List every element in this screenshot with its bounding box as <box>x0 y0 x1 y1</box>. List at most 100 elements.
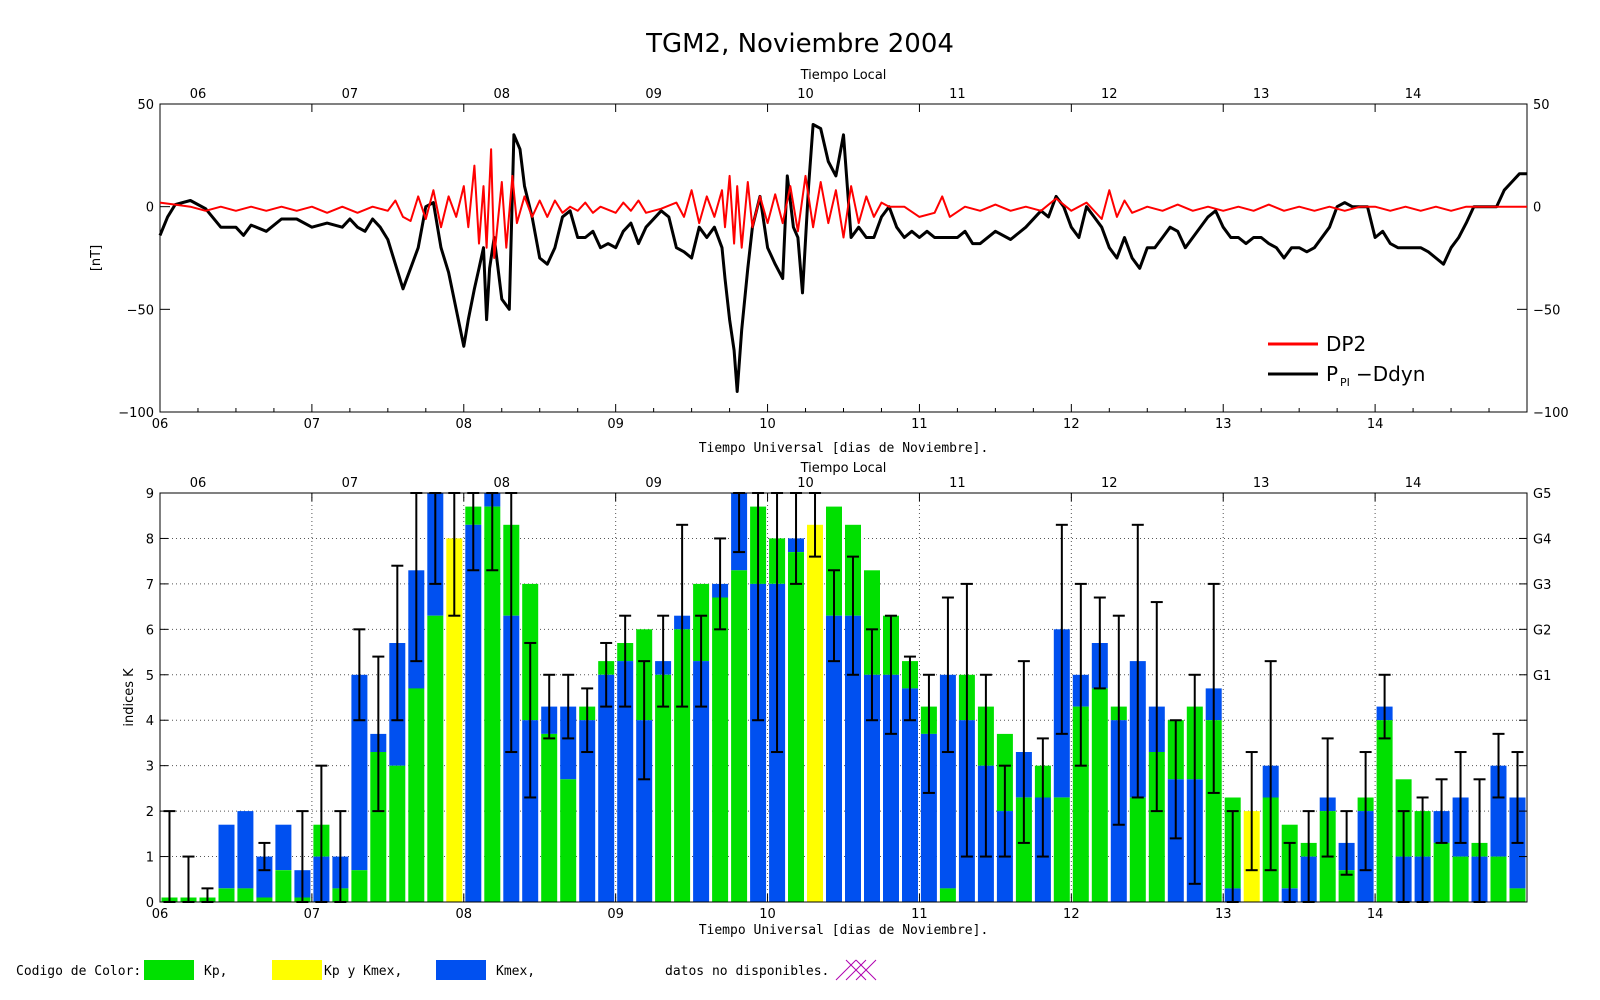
local-time-tick-label: 12 <box>1101 87 1118 102</box>
k-bar-lower <box>541 733 558 902</box>
x-tick-label: 09 <box>607 417 624 432</box>
k-bar-upper <box>256 856 273 898</box>
local-time-tick-label: 08 <box>493 87 510 102</box>
k-bar-lower <box>1129 797 1146 902</box>
k-bar-lower <box>1167 779 1184 902</box>
color-code-legend: Codigo de Color: Kp, Kp y Kmex, Kmex, datos … <box>16 959 877 981</box>
local-time-tick-label: 07 <box>342 87 359 102</box>
y-tick-label: 1 <box>146 851 154 866</box>
k-bar-lower <box>731 570 748 902</box>
local-time-tick-label: 12 <box>1101 476 1118 491</box>
storm-level-label: G1 <box>1533 669 1551 684</box>
local-time-tick-label: 08 <box>493 476 510 491</box>
dp2-series-line <box>159 148 1527 259</box>
x-tick-label: 14 <box>1367 907 1384 922</box>
color-code-title: Codigo de Color: <box>16 964 141 979</box>
local-time-tick-label: 13 <box>1253 87 1270 102</box>
kp-kmex-color-label: Kp y Kmex, <box>324 964 402 979</box>
k-bar-lower <box>674 629 691 902</box>
k-bar-lower <box>389 765 406 902</box>
local-time-tick-label: 09 <box>645 87 662 102</box>
x-tick-label: 10 <box>759 907 776 922</box>
k-bar-lower <box>1452 856 1469 902</box>
legend-label-dp2: DP2 <box>1326 332 1366 356</box>
k-bar-lower <box>920 733 937 902</box>
hatch-line <box>855 959 877 981</box>
x-tick-label: 10 <box>759 417 776 432</box>
k-bar-lower <box>427 615 444 902</box>
k-bar-lower <box>1433 842 1450 902</box>
local-time-tick-label: 06 <box>190 87 207 102</box>
x-tick-label: 14 <box>1367 417 1384 432</box>
no-data-hatch-swatch <box>835 959 877 981</box>
k-bar-upper <box>218 824 235 889</box>
no-data-label: datos no disponibles. <box>665 964 829 979</box>
hatch-line <box>835 959 857 981</box>
error-bars <box>163 492 1524 903</box>
x-tick-label: 11 <box>911 417 928 432</box>
kmex-color-label: Kmex, <box>496 964 535 979</box>
k-bar-lower <box>408 688 425 902</box>
local-time-tick-label: 11 <box>949 87 966 102</box>
y-tick-label: 7 <box>146 578 154 593</box>
kmex-color-swatch <box>436 960 486 980</box>
y-axis-title: indices K <box>122 668 137 727</box>
local-time-tick-label: 13 <box>1253 476 1270 491</box>
x-tick-label: 11 <box>911 907 928 922</box>
k-bar-lower <box>351 870 368 902</box>
y-tick-label-right: 50 <box>1533 98 1550 113</box>
y-tick-label-right: −100 <box>1533 406 1569 421</box>
k-bar-lower <box>655 674 672 902</box>
k-bar-upper <box>275 824 292 871</box>
figure-title: TGM2, Noviembre 2004 <box>645 29 954 59</box>
k-bar-lower <box>1072 706 1089 902</box>
y-tick-label: 0 <box>146 896 154 911</box>
k-bar-lower <box>1205 720 1222 902</box>
x-tick-label: 13 <box>1215 907 1232 922</box>
ppi-ddyn-series-line <box>158 123 1527 393</box>
k-bar-lower <box>522 720 539 902</box>
kp-kmex-color-swatch <box>272 960 322 980</box>
x-tick-label: 13 <box>1215 417 1232 432</box>
k-bar-lower <box>826 615 842 902</box>
x-axis-title: Tiempo Universal [dias de Noviembre]. <box>699 441 989 456</box>
k-bar-lower <box>693 661 710 902</box>
y-tick-label: 9 <box>146 487 154 502</box>
x-tick-label: 08 <box>456 907 473 922</box>
y-tick-label-right: −50 <box>1533 303 1560 318</box>
k-bar-lower <box>1053 797 1070 902</box>
legend: DP2 P PI −Ddyn <box>1268 332 1425 389</box>
y-tick-label: 50 <box>137 98 154 113</box>
k-bar-lower <box>617 661 634 902</box>
k-bar-lower <box>237 888 254 902</box>
storm-level-label: G5 <box>1533 487 1551 502</box>
x-tick-label: 09 <box>607 907 624 922</box>
k-bar-lower <box>1490 856 1507 902</box>
y-tick-label: 8 <box>146 532 154 547</box>
local-time-tick-label: 09 <box>645 476 662 491</box>
kp-color-label: Kp, <box>204 964 227 979</box>
k-bar-upper <box>351 674 368 871</box>
legend-label-ppi-sub: PI <box>1340 376 1350 389</box>
k-bar-lower <box>788 552 804 902</box>
k-bar-lower <box>845 615 861 902</box>
legend-label-ppi-tail: −Ddyn <box>1356 362 1425 386</box>
k-bar-lower <box>750 583 767 902</box>
y-tick-label: 3 <box>146 760 154 775</box>
local-time-tick-label: 06 <box>190 476 207 491</box>
y-tick-label: 4 <box>146 714 154 729</box>
k-bar-lower <box>1148 752 1165 902</box>
top-axis-title: Tiempo Local <box>800 461 887 476</box>
k-bar-upper <box>560 706 577 780</box>
y-tick-label: 2 <box>146 805 154 820</box>
storm-level-label: G3 <box>1533 578 1551 593</box>
k-bar-upper <box>237 811 254 889</box>
top-axis-title: Tiempo Local <box>800 68 887 83</box>
k-bar-lower <box>484 506 501 902</box>
k-bar-lower <box>579 720 596 902</box>
x-tick-label: 07 <box>304 907 321 922</box>
k-bar-lower <box>256 897 273 902</box>
local-time-tick-label: 14 <box>1405 87 1422 102</box>
